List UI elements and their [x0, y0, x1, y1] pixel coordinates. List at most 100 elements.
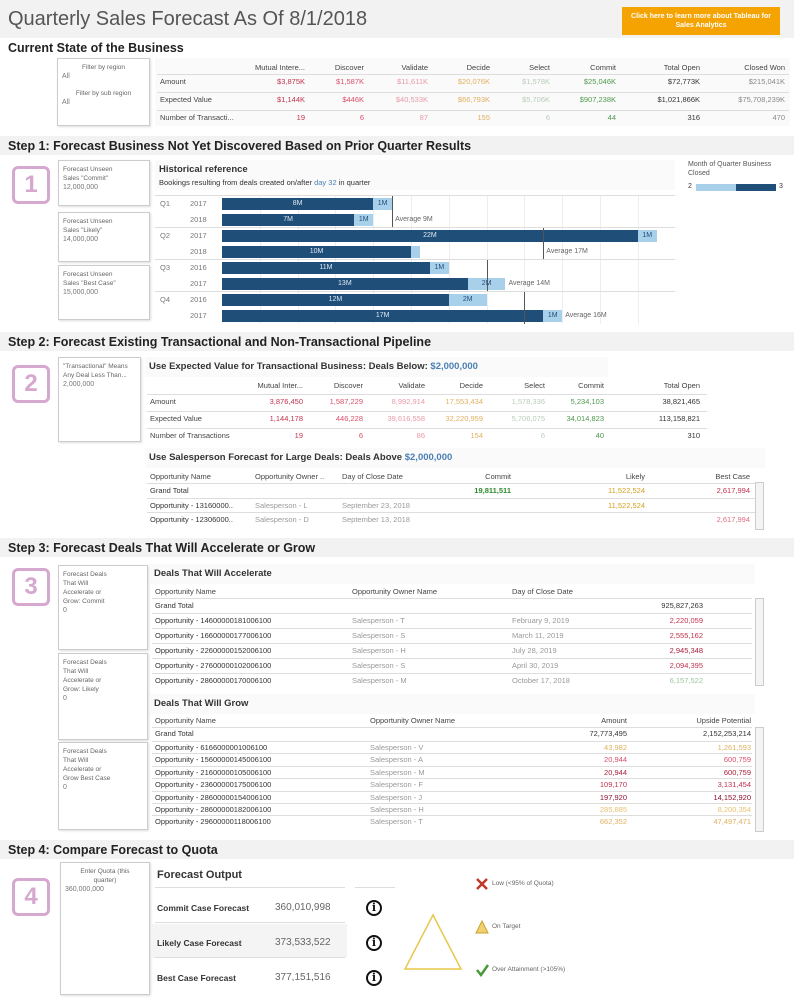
bar-month2: 1M: [543, 310, 563, 322]
forecast-unseen-input[interactable]: Forecast Unseen Sales "Best Case" 15,000,…: [58, 265, 150, 320]
column-header: Opportunity Owner Name: [352, 587, 438, 596]
opportunity-name[interactable]: Opportunity - 21600000105006100: [155, 767, 272, 777]
row-divider: [147, 498, 762, 499]
step4-title: Step 4: Compare Forecast to Quota: [8, 843, 218, 857]
value-cell: $215,041K: [748, 77, 785, 86]
value-cell: 40: [595, 431, 604, 440]
input-value[interactable]: 14,000,000: [63, 236, 99, 243]
forecast-unseen-input[interactable]: Forecast Unseen Sales "Commit" 12,000,000: [58, 160, 150, 206]
quota-label: Enter Quota (this quarter): [80, 868, 130, 884]
info-icon[interactable]: i: [366, 970, 382, 986]
legend-label: Low (<95% of Quota): [492, 880, 554, 887]
legend-title: Month of Quarter Business Closed: [688, 161, 772, 177]
forecast-output-title: Forecast Output: [157, 869, 242, 881]
info-icon[interactable]: i: [366, 900, 382, 916]
threshold-value: $2,000,000: [430, 361, 478, 372]
bar-month3: 13M: [222, 278, 468, 290]
value-cell: 38,821,465: [662, 397, 700, 406]
scrollbar[interactable]: [755, 482, 764, 530]
row-label: Amount: [150, 397, 176, 406]
column-header: Day of Close Date: [512, 587, 573, 596]
filter-region-select[interactable]: All: [62, 73, 70, 80]
column-header: Best Case: [715, 472, 750, 481]
year-label: 2018: [190, 215, 207, 224]
chart-subtitle: Bookings resulting from deals created on…: [159, 178, 370, 187]
column-header: Commit: [578, 381, 604, 390]
threshold-value: $2,000,000: [404, 452, 453, 463]
owner-name: Salesperson - M: [352, 676, 407, 685]
scrollbar[interactable]: [755, 598, 764, 686]
value-cell: $75,708,239K: [738, 95, 785, 104]
owner-name: Salesperson - M: [370, 767, 425, 777]
average-label: Average 17M: [546, 248, 588, 255]
quarter-divider: [155, 291, 675, 292]
opportunity-name[interactable]: Opportunity - 14600000181006100: [155, 616, 272, 625]
row-divider: [152, 753, 752, 755]
upside-cell: 3,131,454: [717, 780, 751, 790]
year-label: 2017: [190, 199, 207, 208]
scrollbar[interactable]: [755, 727, 764, 832]
row-divider: [147, 394, 707, 395]
opportunity-name[interactable]: Opportunity - 28600000154006100: [155, 792, 272, 802]
info-icon[interactable]: i: [366, 935, 382, 951]
learn-more-button[interactable]: Click here to learn more about Tableau f…: [622, 7, 780, 35]
owner-name: Salesperson - F: [370, 780, 423, 790]
input-value[interactable]: 15,000,000: [63, 289, 99, 296]
step2-header: Step 2: Forecast Existing Transactional …: [0, 332, 794, 351]
input-value[interactable]: 0: [63, 784, 67, 791]
likely-value: 11,522,524: [608, 501, 645, 510]
quarter-label: Q2: [160, 231, 171, 240]
opportunity-name[interactable]: Opportunity - 29600000118006100: [155, 817, 271, 827]
filter-subregion-select[interactable]: All: [62, 99, 70, 106]
grand-total-label: Grand Total: [155, 729, 194, 738]
input-value[interactable]: 2,000,000: [63, 381, 95, 388]
value-cell: $25,046K: [583, 77, 616, 86]
input-value[interactable]: 12,000,000: [63, 184, 99, 191]
opportunity-name[interactable]: Opportunity - 28600000182006100: [155, 805, 272, 814]
transactional-threshold-input[interactable]: "Transactional" Means Any Deal Less Than…: [58, 357, 141, 442]
row-divider: [157, 74, 789, 75]
value-cell: 2,094,395: [669, 661, 703, 670]
large-deals-title-bar: Use Salesperson Forecast for Large Deals…: [145, 448, 765, 468]
page-title: Quarterly Sales Forecast As Of 8/1/2018: [8, 8, 368, 30]
owner-name: Salesperson - S: [352, 631, 406, 640]
opportunity-name[interactable]: Opportunity - 12306000..: [150, 515, 233, 524]
opportunity-name[interactable]: Opportunity - 22600000152006100: [155, 646, 272, 655]
forecast-deals-input[interactable]: Forecast Deals That Will Accelerate or G…: [58, 565, 148, 650]
value-cell: $446K: [342, 95, 364, 104]
close-date: March 11, 2019: [512, 631, 564, 640]
opportunity-name[interactable]: Opportunity - 15600000145006100: [155, 755, 272, 765]
step3-header: Step 3: Forecast Deals That Will Acceler…: [0, 538, 794, 557]
year-label: 2017: [190, 231, 207, 240]
filter-subregion-label: Filter by sub region: [75, 90, 132, 97]
value-cell: $1,587K: [336, 77, 364, 86]
opportunity-name[interactable]: Opportunity - 27600000102006100: [155, 661, 272, 670]
quota-value[interactable]: 360,000,000: [65, 886, 104, 893]
close-date: October 17, 2018: [512, 676, 570, 685]
row-divider: [147, 512, 762, 513]
input-value[interactable]: 0: [63, 607, 67, 614]
forecast-deals-input[interactable]: Forecast Deals That Will Accelerate or G…: [58, 653, 148, 740]
opportunity-name[interactable]: Opportunity - 28600000170006100: [155, 676, 272, 685]
opportunity-name[interactable]: Opportunity - 16600000177006100: [155, 631, 272, 640]
accelerate-title-bar: Deals That Will Accelerate: [150, 564, 755, 584]
legend-light-swatch: [696, 184, 736, 191]
input-value[interactable]: 0: [63, 695, 67, 702]
opportunity-name[interactable]: Opportunity - 6166000001006100: [155, 743, 268, 752]
average-label: Average 14M: [508, 280, 551, 287]
grow-title-bar: Deals That Will Grow: [150, 694, 755, 714]
opportunity-name[interactable]: Opportunity - 23600000175006100: [155, 780, 272, 790]
gridline: [637, 196, 639, 324]
grand-total-value: 925,827,263: [661, 601, 703, 610]
opportunity-name[interactable]: Opportunity - 13160000..: [150, 501, 233, 510]
column-header: Mutual Intere...: [254, 63, 305, 72]
quota-input[interactable]: Enter Quota (this quarter) 360,000,000: [60, 862, 150, 995]
transactional-title: Use Expected Value for Transactional Bus…: [149, 361, 478, 372]
value-cell: 155: [477, 113, 490, 122]
value-cell: 6: [545, 113, 550, 122]
row-divider: [152, 803, 752, 804]
value-cell: 1,587,229: [329, 397, 363, 406]
forecast-unseen-input[interactable]: Forecast Unseen Sales "Likely" 14,000,000: [58, 212, 150, 262]
forecast-deals-input[interactable]: Forecast Deals That Will Accelerate or G…: [58, 742, 148, 830]
value-cell: 17,553,434: [445, 397, 483, 406]
